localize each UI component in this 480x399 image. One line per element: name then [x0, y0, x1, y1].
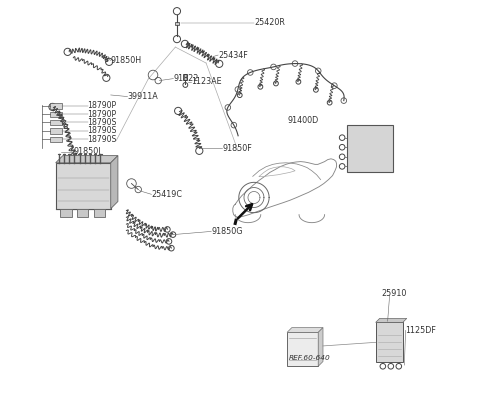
- Text: 25420R: 25420R: [254, 18, 285, 27]
- Text: 18790S: 18790S: [87, 135, 117, 144]
- Text: 18790S: 18790S: [87, 118, 117, 127]
- Bar: [183, 74, 187, 80]
- Polygon shape: [376, 318, 407, 322]
- Bar: [94, 209, 105, 217]
- Polygon shape: [318, 328, 323, 366]
- Bar: [175, 22, 180, 25]
- Polygon shape: [287, 328, 323, 332]
- Bar: [287, 332, 318, 366]
- Text: REF.60-640: REF.60-640: [289, 356, 331, 361]
- Text: 91400D: 91400D: [287, 116, 318, 125]
- Bar: [376, 322, 403, 362]
- Text: 25910: 25910: [382, 289, 407, 298]
- Text: 1125DF: 1125DF: [406, 326, 436, 335]
- Bar: [77, 209, 88, 217]
- Bar: [50, 120, 61, 125]
- Bar: [347, 125, 393, 172]
- Polygon shape: [111, 156, 118, 209]
- Polygon shape: [56, 156, 118, 163]
- Text: 1123AE: 1123AE: [192, 77, 222, 86]
- Text: 91850G: 91850G: [211, 227, 243, 236]
- Text: 25419C: 25419C: [151, 190, 182, 199]
- Bar: [56, 163, 111, 209]
- Text: 91850J: 91850J: [73, 147, 101, 156]
- Bar: [50, 137, 61, 142]
- Text: 18790S: 18790S: [87, 126, 117, 135]
- Text: 18790P: 18790P: [87, 110, 117, 119]
- Text: 91850F: 91850F: [222, 144, 252, 153]
- Text: 39911A: 39911A: [128, 92, 158, 101]
- Bar: [50, 128, 61, 134]
- Bar: [50, 103, 61, 109]
- Bar: [60, 209, 72, 217]
- Text: 91822: 91822: [173, 74, 199, 83]
- Text: 25434F: 25434F: [218, 51, 248, 59]
- Text: 91850H: 91850H: [110, 56, 142, 65]
- Bar: [50, 112, 61, 117]
- Text: 18790P: 18790P: [87, 101, 117, 110]
